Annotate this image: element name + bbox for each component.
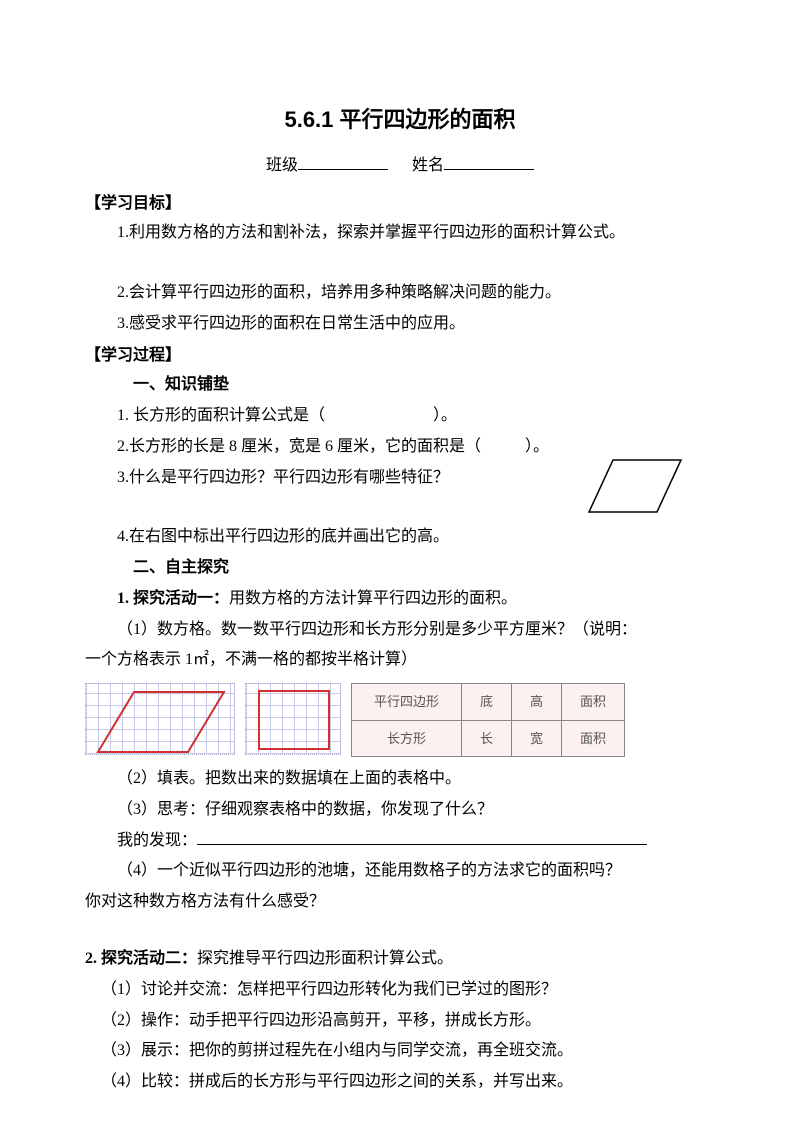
objective-1: 1.利用数方格的方法和割补法，探索并掌握平行四边形的面积计算公式。 [85,219,715,248]
activity-2-p4: （4）比较：拼成后的长方形与平行四边形之间的关系，并写出来。 [85,1068,715,1097]
grid-and-table-row: 平行四边形 底 高 面积 长方形 长 宽 面积 [85,683,715,757]
table-cell-shape1: 平行四边形 [352,684,462,720]
name-label: 姓名 [412,157,444,174]
student-info-line: 班级 姓名 [85,152,715,181]
class-blank[interactable] [298,154,388,170]
table-row: 平行四边形 底 高 面积 [352,684,625,720]
question-1: 1. 长方形的面积计算公式是（ ）。 [85,402,715,431]
activity-2-p2: （2）操作：动手把平行四边形沿高剪开，平移，拼成长方形。 [85,1007,715,1036]
question-3-row: 3.什么是平行四边形？平行四边形有哪些特征？ [85,464,715,493]
activity-2-p1: （1）讨论并交流：怎样把平行四边形转化为我们已学过的图形？ [85,976,715,1005]
subsection-2-header: 二、自主探究 [85,554,715,583]
table-cell: 高 [512,684,562,720]
table-cell: 面积 [562,720,625,756]
objective-3: 3.感受求平行四边形的面积在日常生活中的应用。 [85,310,715,339]
page-title: 5.6.1 平行四边形的面积 [85,100,715,140]
activity-1-p1b: 一个方格表示 1㎡，不满一格的都按半格计算） [85,646,715,675]
activity-1-p4a: （4）一个近似平行四边形的池塘，还能用数格子的方法求它的面积吗？ [85,857,715,886]
activity-1-header: 1. 探究活动一：用数方格的方法计算平行四边形的面积。 [85,585,715,614]
red-parallelogram-icon [92,690,232,756]
activity-1-p3: （3）思考：仔细观察表格中的数据，你发现了什么？ [85,796,715,825]
activity-1-p4b: 你对这种数方格方法有什么感受？ [85,888,715,917]
table-cell: 面积 [562,684,625,720]
question-3: 3.什么是平行四边形？平行四边形有哪些特征？ [117,469,449,486]
table-cell: 底 [462,684,512,720]
process-header: 【学习过程】 [85,342,715,371]
activity-1-p1a: （1）数方格。数一数平行四边形和长方形分别是多少平方厘米？（说明： [85,616,715,645]
activity-1-finding: 我的发现： [85,827,715,856]
grid-parallelogram [85,683,235,755]
activity-1-p2: （2）填表。把数出来的数据填在上面的表格中。 [85,765,715,794]
table-cell: 宽 [512,720,562,756]
parallelogram-icon [585,456,685,518]
finding-blank[interactable] [197,844,647,845]
objectives-header: 【学习目标】 [85,190,715,219]
red-rectangle-icon [258,690,330,750]
name-blank[interactable] [444,154,534,170]
table-cell-shape2: 长方形 [352,720,462,756]
subsection-1-header: 一、知识铺垫 [85,371,715,400]
objective-2: 2.会计算平行四边形的面积，培养用多种策略解决问题的能力。 [85,279,715,308]
grid-rectangle [245,683,341,755]
activity-2-header: 2. 探究活动二：探究推导平行四边形面积计算公式。 [85,945,715,974]
table-cell: 长 [462,720,512,756]
measurement-table: 平行四边形 底 高 面积 长方形 长 宽 面积 [351,683,625,757]
parallelogram-diagram [585,456,685,529]
table-row: 长方形 长 宽 面积 [352,720,625,756]
activity-2-p3: （3）展示：把你的剪拼过程先在小组内与同学交流，再全班交流。 [85,1037,715,1066]
class-label: 班级 [266,157,298,174]
